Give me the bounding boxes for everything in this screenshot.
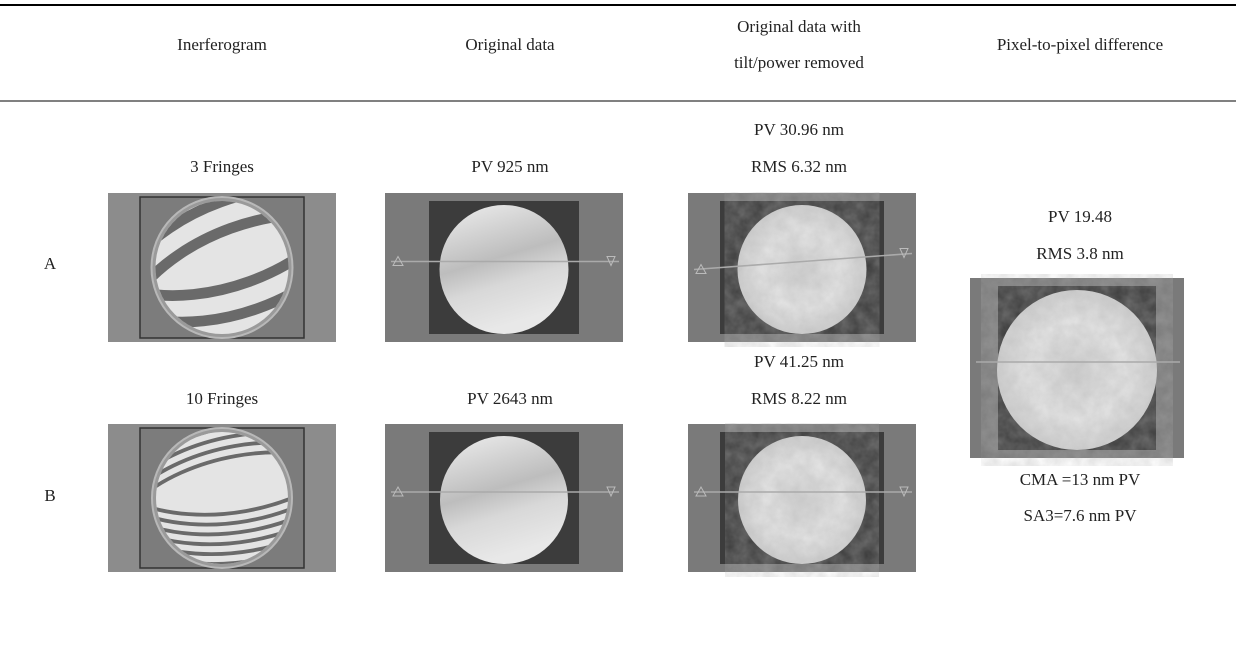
removed-label: PV 41.25 nm	[754, 352, 844, 371]
original-label: PV 2643 nm	[467, 389, 553, 408]
removed-label: PV 30.96 nm	[754, 120, 844, 139]
header-cell: Pixel-to-pixel difference	[997, 35, 1163, 54]
difference-label: SA3=7.6 nm PV	[1023, 506, 1137, 525]
surface-texture	[738, 205, 867, 334]
fringes-label: 3 Fringes	[190, 157, 254, 176]
surface-map-image	[688, 424, 916, 572]
header-cell: tilt/power removed	[734, 53, 864, 72]
surface-texture	[738, 436, 866, 564]
header-cell: Original data	[465, 35, 555, 54]
interferogram-image	[60, 291, 422, 654]
header-cell: Original data with	[737, 17, 861, 36]
surface-texture	[997, 290, 1157, 450]
surface	[440, 205, 569, 334]
row-label: A	[44, 254, 57, 273]
fringes-label: 10 Fringes	[186, 389, 258, 408]
surface-map-image	[970, 278, 1184, 458]
difference-label: CMA =13 nm PV	[1020, 470, 1141, 489]
surface-map-image	[688, 193, 916, 342]
removed-label: RMS 6.32 nm	[751, 157, 847, 176]
removed-label: RMS 8.22 nm	[751, 389, 847, 408]
header-cell: Inerferogram	[177, 35, 267, 54]
difference-label: RMS 3.8 nm	[1036, 244, 1123, 263]
fringe	[36, 43, 395, 335]
surface-map-image	[385, 193, 623, 342]
original-label: PV 925 nm	[471, 157, 548, 176]
surface-map-image	[385, 424, 623, 572]
difference-label: PV 19.48	[1048, 207, 1112, 226]
surface	[440, 436, 568, 564]
table-figure: Inerferogram Original data Original data…	[0, 0, 1236, 654]
row-label: B	[44, 486, 55, 505]
